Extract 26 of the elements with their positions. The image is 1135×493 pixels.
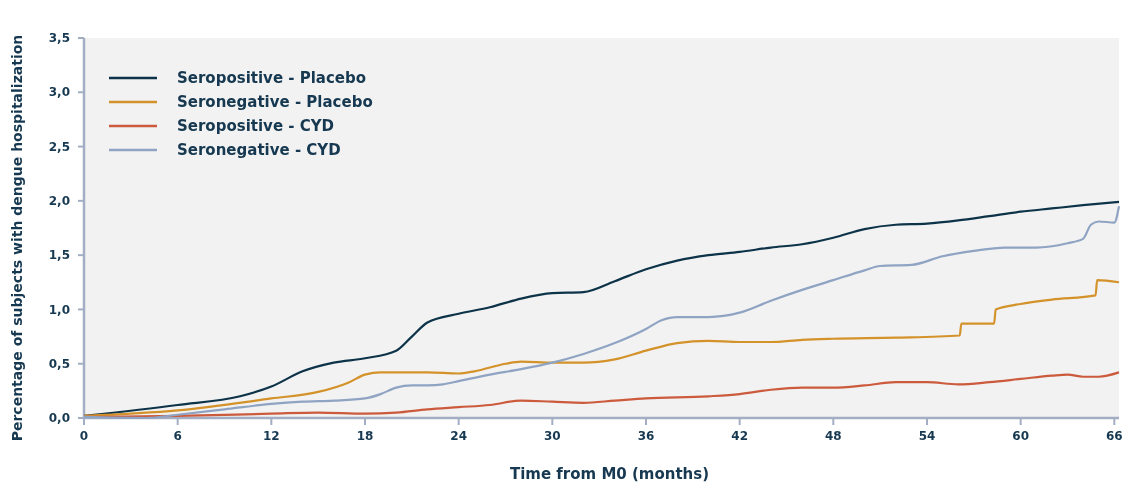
y-tick-label: 3,5 <box>48 31 70 46</box>
x-tick-label: 12 <box>262 429 280 443</box>
x-axis-title: Time from M0 (months) <box>509 465 710 483</box>
x-tick-label: 30 <box>543 429 561 443</box>
y-tick-label: 1,5 <box>48 248 70 263</box>
y-tick-label: 1,0 <box>48 302 70 317</box>
legend-label: Seronegative - CYD <box>177 141 341 160</box>
legend-label: Seropositive - Placebo <box>177 69 367 88</box>
x-tick-label: 6 <box>173 429 182 443</box>
x-tick-label: 18 <box>356 429 374 443</box>
legend-label: Seronegative - Placebo <box>177 93 373 112</box>
x-tick-label: 66 <box>1105 429 1123 443</box>
y-tick-label: 0,5 <box>48 356 70 371</box>
x-tick-label: 48 <box>824 429 842 443</box>
x-tick-label: 60 <box>1012 429 1029 443</box>
y-tick-label: 2,0 <box>48 194 70 209</box>
x-tick-label: 54 <box>918 429 936 443</box>
x-tick-label: 24 <box>450 429 468 443</box>
y-axis-title: Percentage of subjects with dengue hospitalization <box>9 34 25 442</box>
x-tick-label: 36 <box>637 429 655 443</box>
x-tick-label: 42 <box>731 429 749 443</box>
legend-label: Seropositive - CYD <box>177 117 335 136</box>
y-tick-label: 3,0 <box>48 85 70 100</box>
y-tick-label: 0,0 <box>48 411 70 426</box>
y-tick-label: 2,5 <box>48 139 70 154</box>
x-tick-label: 0 <box>79 429 89 443</box>
